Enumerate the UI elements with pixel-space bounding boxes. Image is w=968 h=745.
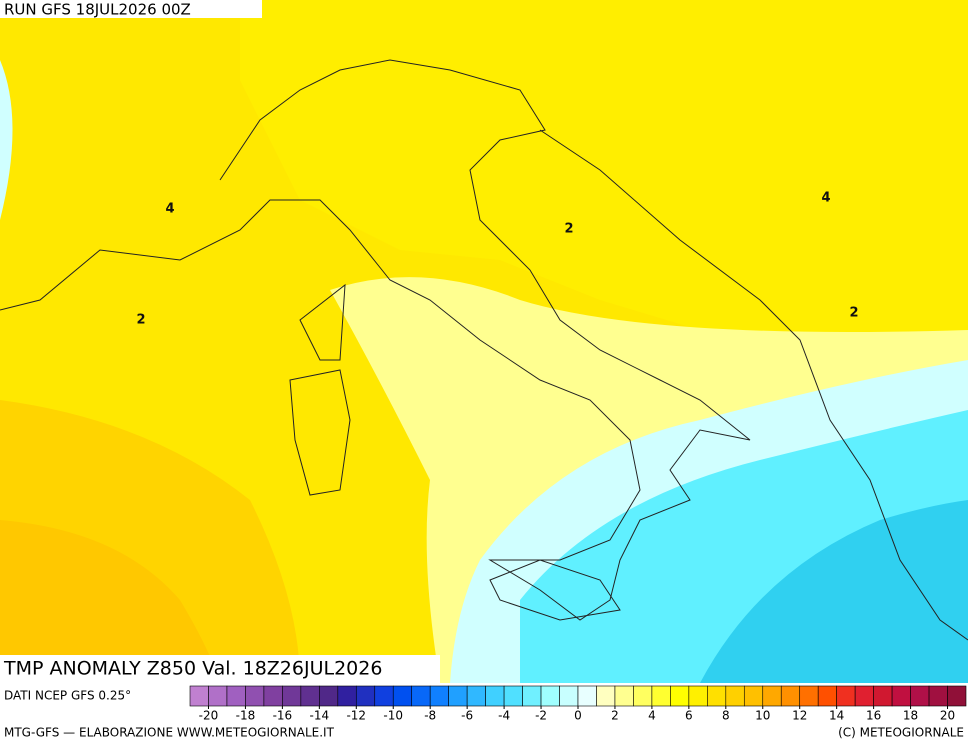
field-mid bbox=[240, 0, 968, 345]
colorbar-tick-label: -20 bbox=[199, 709, 219, 723]
colorbar-swatch bbox=[337, 685, 357, 707]
run-box bbox=[0, 0, 262, 18]
colorbar-tick-label: 4 bbox=[648, 709, 656, 723]
title-box bbox=[0, 655, 440, 683]
colorbar-tick-label: -14 bbox=[310, 709, 330, 723]
colorbar-swatch bbox=[263, 685, 283, 707]
colorbar-swatch bbox=[633, 685, 653, 707]
colorbar-tick-label: -12 bbox=[346, 709, 366, 723]
colorbar-swatch bbox=[854, 685, 874, 707]
colorbar-tick-label: 16 bbox=[866, 709, 881, 723]
colorbar-swatch bbox=[319, 685, 339, 707]
colorbar-tick-label: -16 bbox=[273, 709, 293, 723]
colorbar-tick-label: 12 bbox=[792, 709, 807, 723]
colorbar-swatch bbox=[891, 685, 911, 707]
colorbar-swatch bbox=[300, 685, 320, 707]
colorbar-tick-label: 20 bbox=[940, 709, 955, 723]
colorbar-swatch bbox=[928, 685, 948, 707]
colorbar-swatch bbox=[503, 685, 523, 707]
colorbar-swatch bbox=[725, 685, 745, 707]
colorbar-swatch bbox=[540, 685, 560, 707]
colorbar-swatch bbox=[245, 685, 265, 707]
contour-label: 4 bbox=[821, 191, 830, 206]
colorbar-swatch bbox=[780, 685, 801, 707]
colorbar-swatch bbox=[707, 685, 727, 707]
contour-label: 4 bbox=[165, 202, 174, 217]
colorbar-swatch bbox=[448, 685, 468, 707]
field-warmer bbox=[0, 520, 220, 683]
colorbar-swatch bbox=[651, 685, 671, 707]
colorbar-tick-label: -2 bbox=[535, 709, 547, 723]
colorbar-swatch bbox=[429, 685, 449, 707]
colorbar-swatch bbox=[411, 685, 431, 707]
colorbar-swatch bbox=[208, 685, 228, 707]
map-title: TMP ANOMALY Z850 Val. 18Z26JUL2026 bbox=[3, 658, 382, 680]
field-colder bbox=[700, 500, 968, 683]
colorbar-tick-label: 8 bbox=[722, 709, 730, 723]
coast-italy bbox=[0, 59, 751, 621]
footer-left: MTG-GFS — ELABORAZIONE WWW.METEOGIORNALE… bbox=[4, 726, 335, 740]
colorbar-swatch bbox=[282, 685, 302, 707]
colorbar-swatch bbox=[614, 685, 634, 707]
contour-label: 2 bbox=[564, 222, 573, 237]
colorbar-swatch bbox=[355, 685, 376, 707]
colorbar-tick-label: -6 bbox=[461, 709, 473, 723]
coast-sardinia bbox=[289, 369, 351, 496]
colorbar-swatch bbox=[836, 685, 856, 707]
colorbar-swatch bbox=[392, 685, 413, 707]
footer-right: (C) METEOGIORNALE bbox=[838, 726, 964, 740]
colorbar-swatch bbox=[762, 685, 782, 707]
colorbar-tick-label: -18 bbox=[236, 709, 256, 723]
colorbar-swatch bbox=[873, 685, 893, 707]
colorbar-swatch bbox=[522, 685, 542, 707]
colorbar-swatch bbox=[485, 685, 505, 707]
contour-label: 2 bbox=[136, 313, 145, 328]
coast-sicily bbox=[489, 559, 621, 621]
colorbar-swatch bbox=[799, 685, 819, 707]
colorbar-swatch bbox=[596, 685, 616, 707]
contour-label: 2 bbox=[849, 306, 858, 321]
colorbar-tick-label: 6 bbox=[685, 709, 693, 723]
colorbar-tick-label: 14 bbox=[829, 709, 844, 723]
colorbar-tick-label: 0 bbox=[574, 709, 582, 723]
colorbar-swatch bbox=[947, 685, 967, 707]
colorbar-tick-label: -8 bbox=[424, 709, 436, 723]
colorbar-tick-label: 2 bbox=[611, 709, 619, 723]
colorbar-swatch bbox=[817, 685, 837, 707]
colorbar-tick-label: -4 bbox=[498, 709, 510, 723]
colorbar-swatch bbox=[688, 685, 708, 707]
colorbar-swatch bbox=[374, 685, 394, 707]
colorbar-swatch bbox=[743, 685, 764, 707]
colorbar-swatch bbox=[189, 685, 209, 707]
colorbar-swatch bbox=[910, 685, 930, 707]
colorbar-tick-label: 18 bbox=[903, 709, 918, 723]
coastlines bbox=[0, 59, 968, 641]
colorbar-swatch bbox=[670, 685, 690, 707]
map-fields bbox=[0, 0, 968, 683]
colorbar-swatch bbox=[559, 685, 579, 707]
colorbar-tick-label: -10 bbox=[383, 709, 403, 723]
coast-balkans bbox=[539, 129, 968, 641]
colorbar-swatch bbox=[466, 685, 486, 707]
source-label: DATI NCEP GFS 0.25° bbox=[4, 689, 131, 703]
field-cool-nw bbox=[0, 60, 13, 220]
colorbar-swatch bbox=[577, 685, 597, 707]
colorbar-swatch bbox=[226, 685, 246, 707]
run-label: RUN GFS 18JUL2026 00Z bbox=[4, 1, 191, 19]
colorbar-tick-label: 10 bbox=[755, 709, 770, 723]
coast-corsica bbox=[299, 283, 346, 361]
